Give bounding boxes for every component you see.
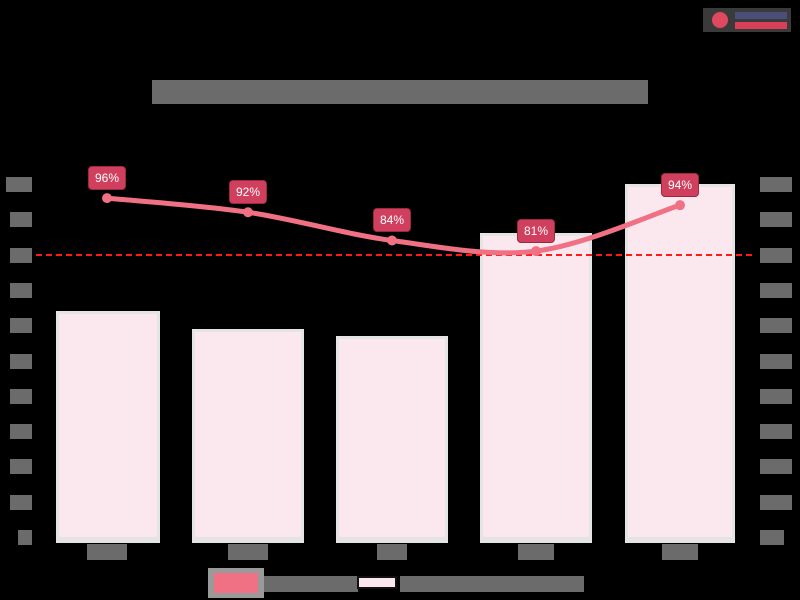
left-axis-tick-label: 50%	[10, 353, 32, 369]
right-axis-tick-label: [r4]	[760, 388, 792, 404]
line-point-marker[interactable]	[387, 235, 397, 246]
left-axis-tick-label: 0%	[18, 530, 32, 545]
x-axis-category-label: [redacted-3]	[377, 544, 407, 560]
right-axis-tick-label: [r10]	[760, 177, 792, 192]
data-label: 81%	[516, 219, 556, 244]
logo-mark-icon	[712, 12, 728, 28]
right-axis-tick-label: [r5]	[760, 353, 792, 369]
right-axis-tick-label: [r3]	[760, 424, 792, 440]
left-axis-tick-label: 40%	[10, 388, 32, 404]
x-axis-category-label: [redacted-4]	[518, 544, 554, 560]
logo-text-top	[735, 12, 787, 19]
right-axis-tick-label: [r2]	[760, 459, 792, 475]
right-axis-tick-label: [r0]	[760, 530, 784, 545]
bar[interactable]	[480, 233, 592, 543]
legend-swatch-bar[interactable]	[357, 576, 397, 589]
bar[interactable]	[336, 335, 448, 543]
line-point-marker[interactable]	[243, 207, 253, 218]
target-reference-line	[36, 253, 752, 256]
left-axis-tick-label: 60%	[10, 318, 32, 334]
x-axis-category-label: [redacted-2]	[228, 544, 268, 560]
right-axis-tick-label: [r1]	[760, 494, 792, 510]
left-axis-tick-label: 10%	[10, 494, 32, 510]
right-axis-tick-label: [r9]	[760, 212, 792, 228]
data-label: 94%	[660, 173, 700, 198]
right-axis-tick-label: [r7]	[760, 282, 792, 298]
logo-text-bottom	[735, 22, 787, 29]
left-axis-tick-label: 20%	[10, 459, 32, 475]
legend-label-line[interactable]: [redacted line series]	[264, 576, 358, 592]
brand-logo	[703, 8, 791, 32]
bar[interactable]	[56, 311, 160, 543]
left-axis-tick-label: 100%	[6, 177, 32, 192]
right-axis-tick-label: [r6]	[760, 318, 792, 334]
data-label: 96%	[87, 166, 127, 191]
left-axis-tick-label: 90%	[10, 212, 32, 228]
right-axis-tick-label: [r8]	[760, 247, 792, 263]
bar[interactable]	[192, 328, 304, 543]
x-axis-category-label: [redacted-5]	[662, 544, 698, 560]
left-axis-tick-label: 70%	[10, 282, 32, 298]
data-label: 84%	[372, 208, 412, 233]
legend-label-bar[interactable]: [redacted bar series]	[400, 576, 584, 592]
legend-swatch-line[interactable]	[208, 568, 264, 598]
left-axis-tick-label: 80%	[10, 247, 32, 263]
line-point-marker[interactable]	[102, 193, 112, 204]
left-axis-tick-label: 30%	[10, 424, 32, 440]
x-axis-category-label: [redacted-1]	[87, 544, 127, 560]
chart-title: [redacted chart title]	[152, 80, 648, 104]
bar[interactable]	[625, 184, 735, 543]
data-label: 92%	[228, 180, 268, 205]
